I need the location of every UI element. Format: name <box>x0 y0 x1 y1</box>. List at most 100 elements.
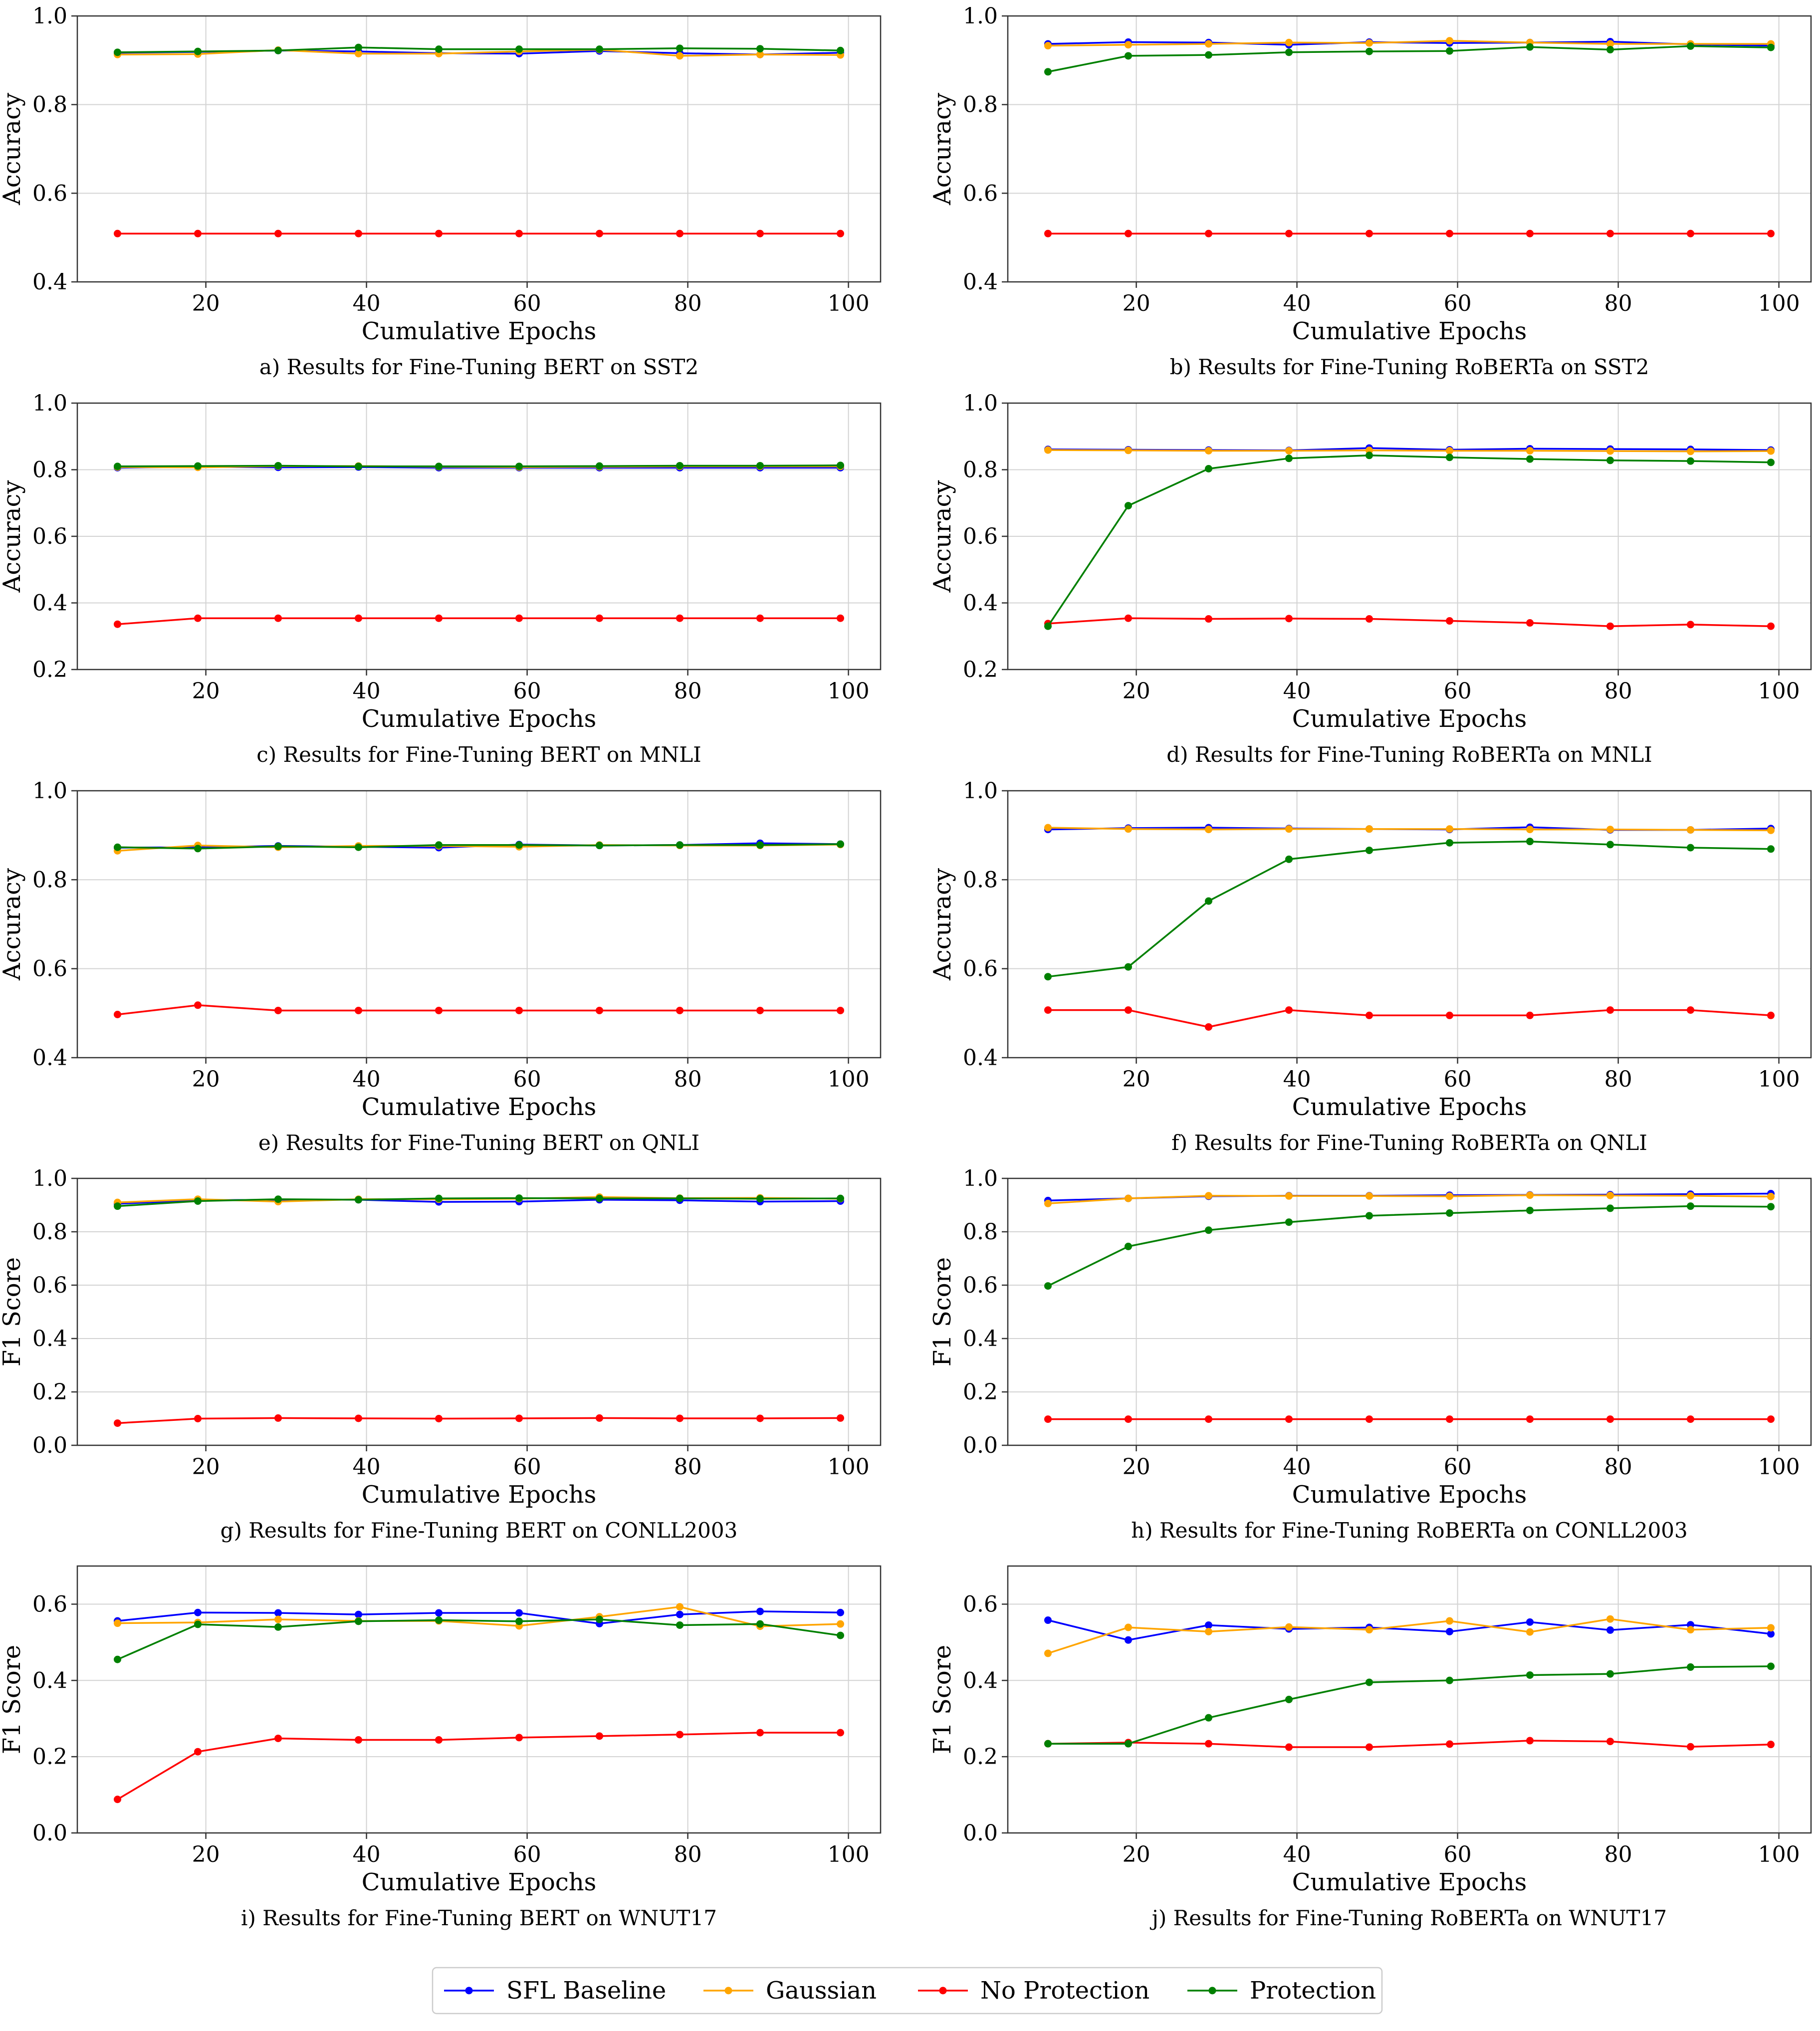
data-point <box>1205 1627 1212 1635</box>
series-protection <box>114 1194 844 1210</box>
plot-frame <box>1007 15 1812 283</box>
legend-marker <box>724 1987 732 1995</box>
data-point <box>1526 1737 1534 1745</box>
x-tick-label: 80 <box>1604 1842 1632 1867</box>
series-line <box>117 617 841 625</box>
data-point <box>1125 41 1132 49</box>
y-tick-label: 0.2 <box>963 1744 998 1770</box>
data-point <box>756 461 764 469</box>
x-tick-label: 40 <box>353 678 381 704</box>
y-tick-label: 0.8 <box>32 1219 67 1245</box>
x-axis-label: Cumulative Epochs <box>1292 1481 1527 1509</box>
data-point <box>1606 1191 1614 1199</box>
series-protection <box>1044 838 1775 981</box>
data-point <box>1125 614 1132 622</box>
series-line <box>117 1417 841 1424</box>
data-point <box>596 229 603 237</box>
x-axis-label: Cumulative Epochs <box>362 1481 597 1509</box>
data-point <box>1526 1415 1534 1423</box>
data-point <box>194 1748 202 1756</box>
data-point <box>596 462 603 470</box>
y-tick-label: 0.0 <box>32 1433 67 1458</box>
y-tick-label: 1.0 <box>963 1166 998 1191</box>
y-tick-label: 1.0 <box>963 778 998 804</box>
data-point <box>1285 1415 1293 1423</box>
y-axis-label: F1 Score <box>0 1257 26 1366</box>
data-point <box>1125 1006 1132 1014</box>
data-point <box>1687 1202 1694 1210</box>
data-point <box>756 614 764 622</box>
chart-f: 20 40 60 80 100 0.4 0.6 0.8 1.0 Cumulative Epochs… <box>928 778 1812 1155</box>
data-point <box>1205 51 1212 59</box>
data-point <box>515 1006 523 1014</box>
data-point <box>1285 229 1293 237</box>
y-tick-label: 1.0 <box>963 3 998 29</box>
data-point <box>676 841 683 849</box>
x-tick-label: 100 <box>1758 1067 1800 1092</box>
data-point <box>1446 1415 1453 1423</box>
data-point <box>1687 826 1694 834</box>
data-point <box>1205 1714 1212 1722</box>
x-axis-label: Cumulative Epochs <box>1292 1093 1527 1121</box>
data-point <box>1044 42 1052 50</box>
x-tick-label: 80 <box>674 1454 702 1480</box>
x-tick-label: 60 <box>1444 291 1472 316</box>
data-point <box>1767 1415 1775 1423</box>
y-tick-label: 0.8 <box>32 92 67 118</box>
x-tick-label: 40 <box>353 1842 381 1867</box>
chart-caption: h) Results for Fine-Tuning RoBERTa on CO… <box>1131 1518 1687 1543</box>
x-tick-label: 40 <box>353 291 381 316</box>
data-point <box>435 1194 443 1202</box>
series-line <box>1048 827 1771 832</box>
data-point <box>1687 1415 1694 1423</box>
data-point <box>435 1006 443 1014</box>
data-point <box>676 1414 683 1422</box>
x-tick-label: 20 <box>1123 291 1150 316</box>
data-point <box>355 1196 362 1204</box>
x-axis-label: Cumulative Epochs <box>362 1093 597 1121</box>
data-point <box>1125 1740 1132 1748</box>
data-point <box>1044 622 1052 630</box>
data-point <box>194 1001 202 1009</box>
data-point <box>435 841 443 849</box>
data-point <box>1365 1212 1373 1220</box>
series-protection <box>114 840 844 853</box>
data-point <box>355 843 362 851</box>
data-point <box>1687 1192 1694 1200</box>
data-point <box>1044 1649 1052 1657</box>
data-point <box>596 1615 603 1623</box>
y-axis-label: F1 Score <box>928 1257 956 1366</box>
data-point <box>1365 846 1373 854</box>
data-point <box>1365 615 1373 623</box>
series-line <box>1048 840 1771 978</box>
data-point <box>1446 1676 1453 1684</box>
data-point <box>114 1011 121 1019</box>
data-point <box>1365 825 1373 833</box>
series-no-protection <box>114 229 844 237</box>
data-point <box>1446 1011 1453 1019</box>
data-point <box>756 1195 764 1203</box>
data-point <box>676 1006 683 1014</box>
data-point <box>596 45 603 53</box>
x-tick-label: 60 <box>513 1067 541 1092</box>
data-point <box>355 229 362 237</box>
y-tick-label: 0.4 <box>963 591 998 616</box>
data-point <box>1606 456 1614 464</box>
series-gaussian <box>1044 1615 1775 1657</box>
data-point <box>355 43 362 51</box>
legend-box <box>432 1967 1383 2015</box>
data-point <box>274 229 282 237</box>
data-point <box>1526 229 1534 237</box>
data-point <box>1606 622 1614 630</box>
data-point <box>1526 447 1534 454</box>
data-point <box>1446 825 1453 833</box>
series-line <box>1048 39 1771 47</box>
y-tick-label: 0.2 <box>32 1379 67 1405</box>
data-point <box>1205 1415 1212 1423</box>
data-point <box>676 44 683 52</box>
series-no-protection <box>1044 614 1775 630</box>
y-tick-label: 0.4 <box>963 1326 998 1352</box>
data-point <box>1125 1636 1132 1644</box>
data-point <box>355 50 362 58</box>
series-line <box>1048 45 1771 73</box>
